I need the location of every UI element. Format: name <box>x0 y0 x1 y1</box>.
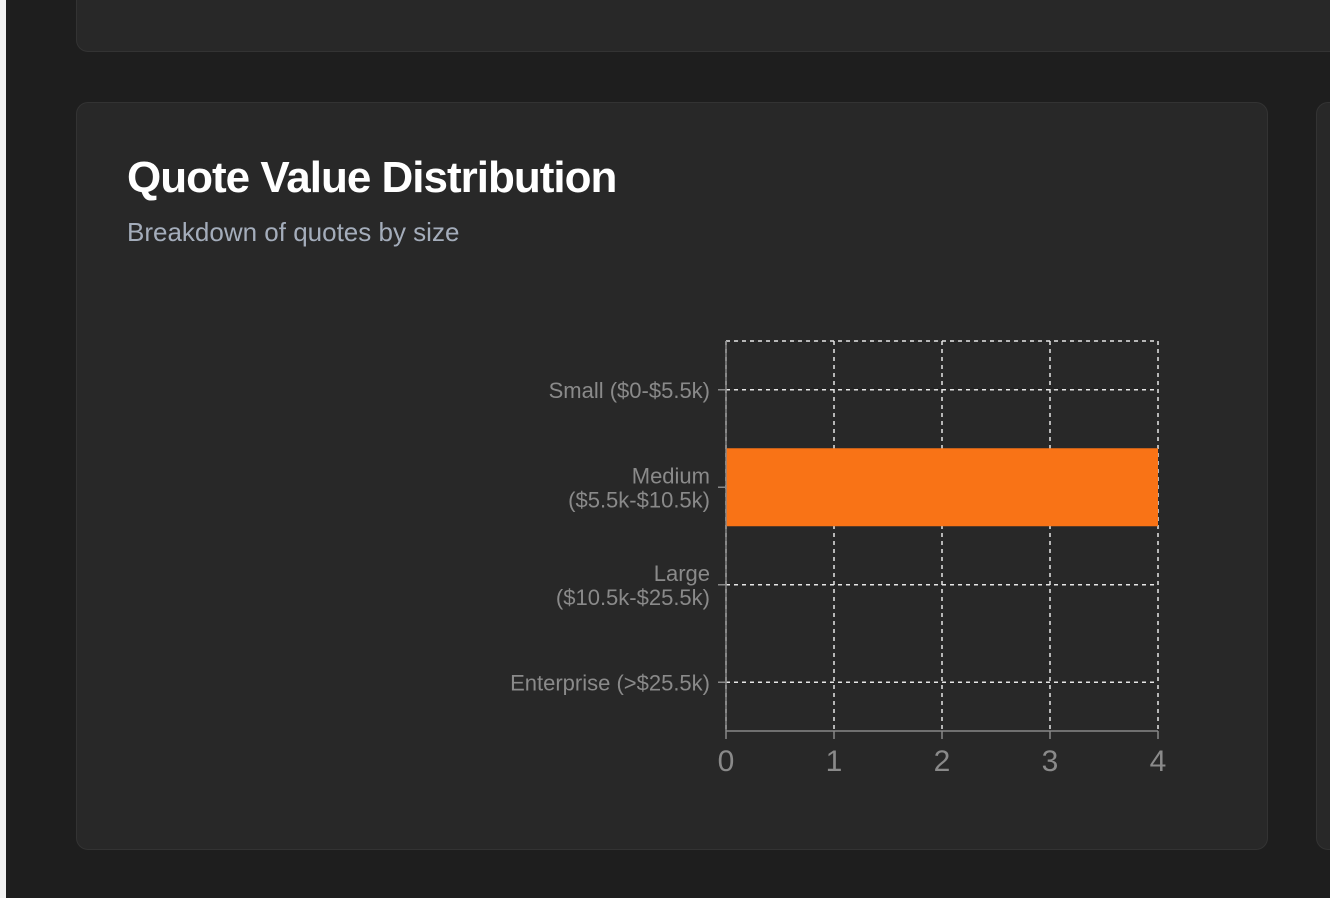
y-tick-label: Medium ($5.5k-$10.5k) <box>568 463 710 512</box>
x-tick-label: 2 <box>934 745 951 778</box>
x-tick-label: 0 <box>718 745 735 778</box>
bar <box>726 448 1158 527</box>
x-tick-label: 1 <box>826 745 843 778</box>
window-edge <box>0 0 6 898</box>
quote-distribution-card: Quote Value Distribution Breakdown of qu… <box>76 102 1268 850</box>
x-tick-label: 4 <box>1150 745 1167 778</box>
y-tick-label: Small ($0-$5.5k) <box>549 378 710 403</box>
y-tick-label: Large ($10.5k-$25.5k) <box>556 561 710 610</box>
x-tick-label: 3 <box>1042 745 1059 778</box>
y-tick-label-line: Small ($0-$5.5k) <box>549 378 710 403</box>
card-subtitle: Breakdown of quotes by size <box>127 217 460 247</box>
y-tick-label-line: Enterprise (>$25.5k) <box>510 670 710 695</box>
y-tick-label-line: Medium <box>632 463 710 488</box>
adjacent-card <box>1316 102 1330 850</box>
y-tick-label: Enterprise (>$25.5k) <box>510 670 710 695</box>
bar-chart: 0 1 2 3 4 Small ($0-$5.5k) Medium ($5.5k-$10.5k… <box>510 340 1167 778</box>
card-title: Quote Value Distribution <box>127 153 617 202</box>
previous-card <box>76 0 1330 52</box>
y-tick-label-line: ($5.5k-$10.5k) <box>568 487 710 512</box>
y-tick-label-line: Large <box>654 561 710 586</box>
y-tick-label-line: ($10.5k-$25.5k) <box>556 585 710 610</box>
